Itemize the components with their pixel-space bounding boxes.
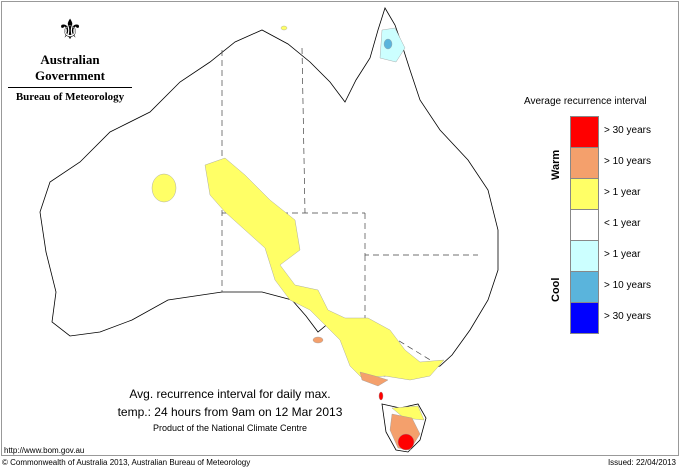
agency-name: Bureau of Meteorology (8, 87, 132, 103)
legend-label: > 10 years (604, 156, 651, 167)
legend-swatch (570, 302, 599, 334)
org-name: Australian Government (34, 52, 106, 83)
yellow-anomaly-nt (280, 25, 288, 31)
legend-cool-label: Cool (550, 277, 562, 302)
legend-swatch (570, 116, 599, 147)
cool-anomaly-capeyork-10yr (383, 38, 393, 50)
copyright: © Commonwealth of Australia 2013, Austra… (2, 458, 251, 467)
orange-anomaly-victoria (359, 371, 389, 387)
issued-date: Issued: 22/04/2013 (607, 458, 676, 467)
legend-title: Average recurrence interval (524, 96, 647, 107)
legend-warm-label: Warm (550, 149, 562, 180)
legend-swatch (570, 240, 599, 271)
map-frame (1, 1, 679, 456)
legend-label: < 1 year (604, 218, 641, 229)
red-anomaly-tasmania (397, 433, 415, 451)
caption-line3: Product of the National Climate Centre (152, 423, 308, 433)
coat-of-arms-icon: ⚜ (57, 14, 83, 45)
legend-label: > 30 years (604, 125, 651, 136)
mainland-outline (39, 7, 499, 377)
legend-label: > 10 years (604, 280, 651, 291)
legend-label: > 30 years (604, 311, 651, 322)
legend-swatch (570, 147, 599, 178)
legend-label: > 1 year (604, 187, 641, 198)
legend-swatch (570, 209, 599, 240)
cool-anomaly-capeyork (379, 27, 406, 63)
legend-swatches (570, 116, 599, 334)
legend-label: > 1 year (604, 249, 641, 260)
yellow-anomaly-wa (151, 173, 177, 203)
bom-url-link[interactable]: http://www.bom.gov.au (4, 446, 85, 455)
red-anomaly-island (378, 391, 384, 401)
government-logo: ⚜ Australian Government Bureau of Meteor… (8, 10, 132, 103)
orange-anomaly-sa (312, 336, 324, 344)
caption-line2: temp.: 24 hours from 9am on 12 Mar 2013 (117, 405, 343, 419)
caption-line1: Avg. recurrence interval for daily max. (129, 387, 331, 401)
yellow-anomaly-band (204, 157, 445, 381)
legend-swatch (570, 271, 599, 302)
legend-swatch (570, 178, 599, 209)
yellow-anomaly-tasmania (391, 405, 425, 421)
